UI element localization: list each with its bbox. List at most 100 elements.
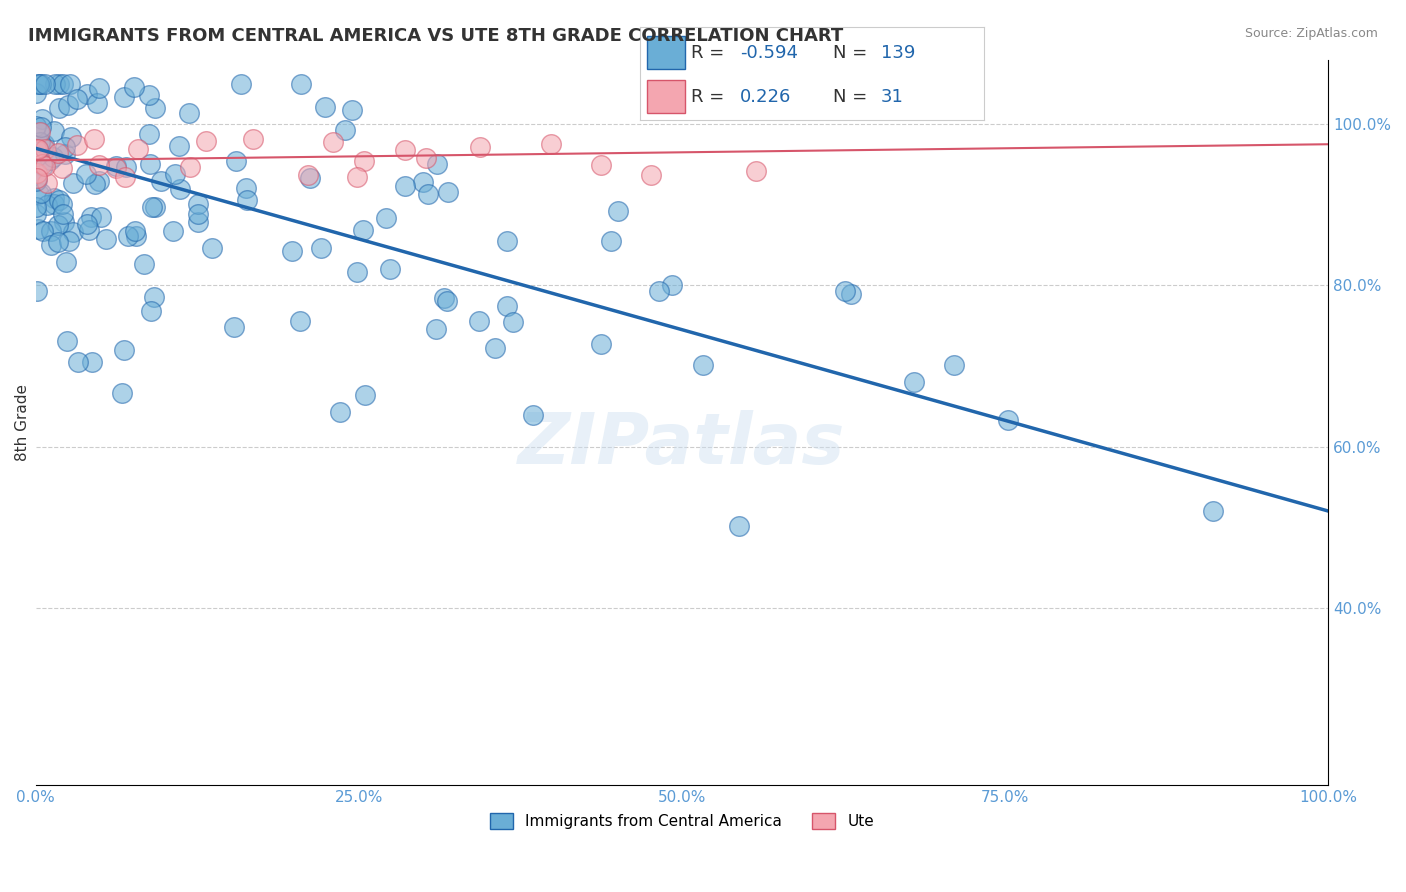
Point [34,77,56,91]
Point [52,77,75,91]
Point [24,142,46,156]
Point [187,207,209,221]
Legend: Immigrants from Central America, Ute: Immigrants from Central America, Ute [484,807,880,836]
Point [374,211,396,225]
Point [346,169,368,184]
Point [53,215,76,229]
Point [48,194,70,208]
Point [416,186,439,201]
Point [394,144,416,158]
Point [32,140,55,154]
Point [32,137,55,152]
Point [27,142,49,156]
Point [34,159,56,173]
Point [426,157,449,171]
Point [44,191,66,205]
Point [124,224,146,238]
Point [27,221,49,235]
Point [24,174,46,188]
Point [90,211,112,225]
Point [903,375,925,389]
Point [139,303,162,318]
Point [39,237,62,252]
Point [122,79,145,94]
Point [46,235,69,250]
Point [114,170,136,185]
Point [31,224,53,238]
Point [75,167,97,181]
Point [24,200,46,214]
Point [38,153,60,168]
Point [235,193,257,207]
Point [58,234,80,248]
Point [425,321,447,335]
Point [143,200,166,214]
Point [342,103,364,117]
Point [28,187,51,202]
Point [34,142,56,156]
Point [412,175,434,189]
Point [280,244,302,258]
Point [76,217,98,231]
Point [46,218,69,232]
Point [105,159,128,173]
Point [25,173,48,187]
Point [111,386,134,401]
Point [1201,504,1223,518]
Point [76,87,98,101]
Text: 0.226: 0.226 [740,87,792,105]
Point [839,286,862,301]
FancyBboxPatch shape [647,80,685,113]
Point [222,319,245,334]
Point [42,197,65,211]
Point [87,174,110,188]
Text: N =: N = [832,44,873,62]
Point [127,142,149,156]
Point [35,198,58,212]
Point [65,137,87,152]
Point [143,101,166,115]
Point [96,232,118,246]
Point [24,206,46,220]
Point [591,337,613,351]
Point [225,153,247,168]
Point [353,154,375,169]
Point [42,124,65,138]
Point [80,355,103,369]
Text: N =: N = [832,87,873,105]
Point [42,150,65,164]
Point [187,196,209,211]
Point [600,234,623,248]
Y-axis label: 8th Grade: 8th Grade [15,384,30,461]
Point [30,120,52,134]
Point [195,134,218,148]
Point [62,177,84,191]
Point [150,174,173,188]
Point [44,77,66,91]
Point [25,166,48,180]
Point [27,170,49,185]
Point [83,177,105,191]
Point [661,278,683,293]
Text: -0.594: -0.594 [740,44,797,62]
Text: IMMIGRANTS FROM CENTRAL AMERICA VS UTE 8TH GRADE CORRELATION CHART: IMMIGRANTS FROM CENTRAL AMERICA VS UTE 8… [28,27,844,45]
Point [62,225,84,239]
Point [28,135,51,149]
Point [496,234,519,248]
Point [30,186,52,200]
Point [25,148,48,162]
Point [352,223,374,237]
Text: 31: 31 [880,87,904,105]
Point [39,224,62,238]
Point [28,77,51,91]
Point [56,334,79,348]
Point [27,285,49,299]
Point [87,81,110,95]
Point [187,215,209,229]
Point [311,241,333,255]
Point [437,185,460,199]
Point [436,293,458,308]
Point [53,147,76,161]
Point [415,152,437,166]
Point [329,405,352,419]
